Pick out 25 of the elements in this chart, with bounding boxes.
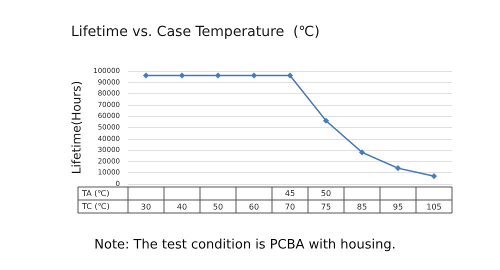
point xyxy=(359,149,365,156)
point xyxy=(287,72,293,79)
chart-title: Lifetime vs. Case Temperature (℃) xyxy=(71,24,320,40)
text: TA (℃) xyxy=(81,189,110,198)
point xyxy=(395,165,401,172)
x-tick-label: 70 xyxy=(284,202,296,212)
x-tick-label: 50 xyxy=(212,202,224,212)
x-tick-label: 30 xyxy=(140,202,152,212)
x-tick-label: 85 xyxy=(356,202,368,212)
point xyxy=(143,72,149,79)
text: 45 xyxy=(284,189,296,198)
x-tick-label: 40 xyxy=(176,202,188,212)
text: 50 xyxy=(320,189,332,198)
y-axis-title: Lifetime(Hours) xyxy=(69,80,84,174)
point xyxy=(251,72,257,79)
x-tick-label: 75 xyxy=(320,202,332,212)
x-tick-label: 60 xyxy=(248,202,260,212)
point xyxy=(323,118,329,124)
point xyxy=(431,173,437,180)
x-tick-label: 105 xyxy=(426,202,442,212)
x-tick-label: 95 xyxy=(392,202,404,212)
point xyxy=(179,72,185,79)
text: TC (℃) xyxy=(81,202,110,211)
point xyxy=(215,72,221,79)
text: Note: The test condition is PCBA with housing. xyxy=(94,238,396,252)
